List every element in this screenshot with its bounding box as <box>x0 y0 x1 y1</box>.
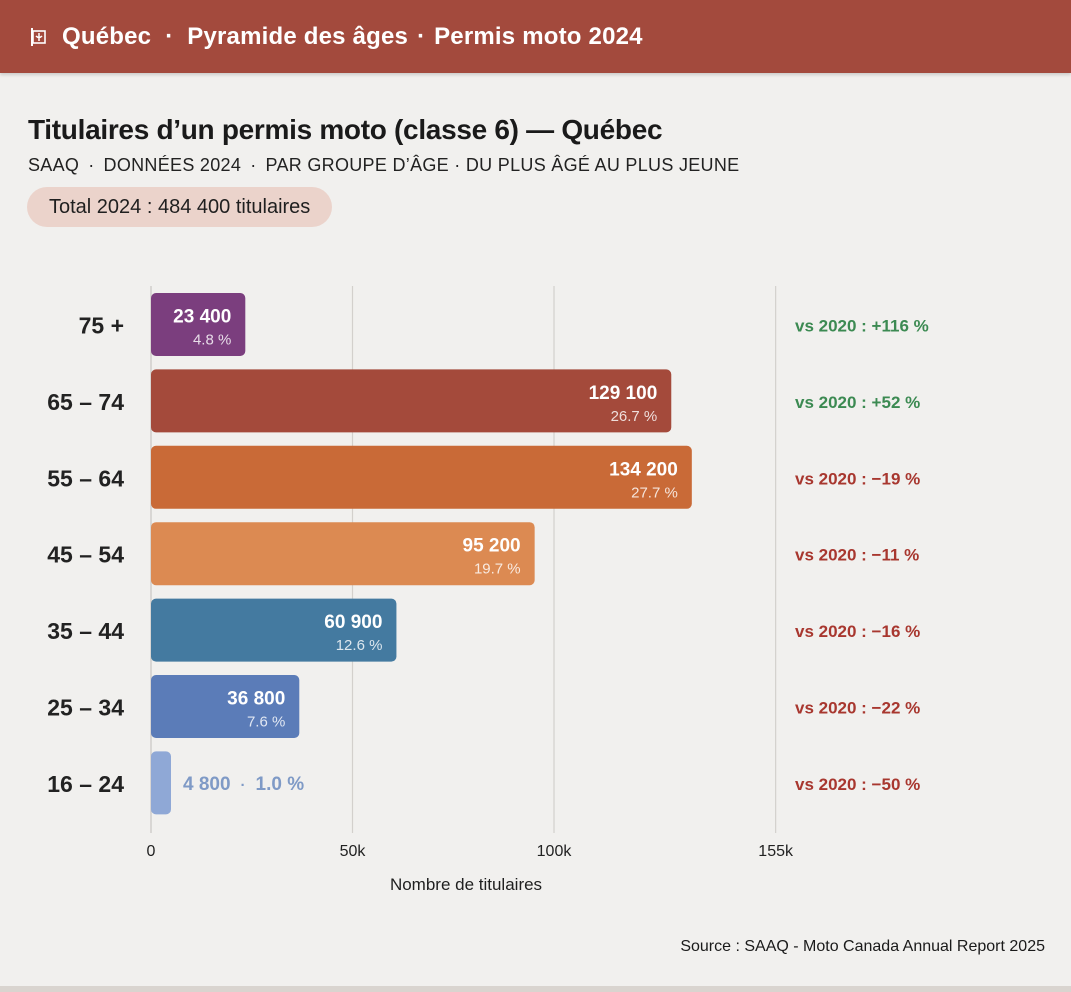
bar-value-label: 4 800 <box>183 774 231 795</box>
subtitle-source: SAAQ <box>28 155 80 175</box>
bar <box>151 369 672 433</box>
bar <box>151 445 692 509</box>
header-region: Québec <box>62 22 152 50</box>
bar-percent-label: 26.7 % <box>611 408 658 425</box>
bar-value-label: 95 200 <box>463 536 521 557</box>
change-vs-2020-label: vs 2020 : +52 % <box>795 393 920 412</box>
header-bar: Québec · Pyramide des âges · Permis moto… <box>0 0 1071 73</box>
bar-percent-label: 1.0 % <box>256 774 305 795</box>
fleur-de-lis-flag-icon <box>31 27 46 46</box>
header-separator: · <box>165 22 174 50</box>
bar <box>151 522 535 586</box>
source-note: Source : SAAQ - Moto Canada Annual Repor… <box>680 938 1045 955</box>
subtitle-year: DONNÉES 2024 <box>103 155 242 175</box>
header-separator: · <box>417 22 426 50</box>
x-tick-label: 0 <box>147 843 156 860</box>
chart-title: Titulaires d’un permis moto (classe 6) —… <box>28 114 663 145</box>
bar <box>151 598 397 662</box>
bar <box>151 675 300 738</box>
y-category-label: 25 – 34 <box>47 695 124 721</box>
bar-value-label: 36 800 <box>227 689 285 710</box>
bar-value-label: 129 100 <box>589 383 658 404</box>
inline-separator: · <box>241 777 246 794</box>
bar-percent-label: 27.7 % <box>631 484 678 501</box>
bar-value-label: 134 200 <box>609 459 678 480</box>
bar <box>151 751 171 815</box>
y-category-label: 75 + <box>79 313 124 339</box>
y-category-label: 45 – 54 <box>47 542 124 568</box>
bar-percent-label: 19.7 % <box>474 561 521 578</box>
bar-outside-label: 4 800 · 1.0 % <box>183 774 304 795</box>
bar <box>151 293 246 356</box>
y-category-label: 16 – 24 <box>47 771 124 797</box>
subtitle-detail: PAR GROUPE D’ÂGE · DU PLUS ÂGÉ AU PLUS J… <box>265 155 740 175</box>
change-vs-2020-label: vs 2020 : −22 % <box>795 699 920 718</box>
y-category-label: 35 – 44 <box>47 618 124 644</box>
change-vs-2020-label: vs 2020 : −50 % <box>795 775 920 794</box>
x-tick-label: 100k <box>537 843 573 860</box>
change-vs-2020-label: vs 2020 : +116 % <box>795 317 929 336</box>
change-vs-2020-label: vs 2020 : −19 % <box>795 469 920 488</box>
bar-percent-label: 12.6 % <box>336 637 383 654</box>
bar-value-label: 60 900 <box>324 612 382 633</box>
subtitle-separator: · <box>88 155 95 175</box>
bar-value-label: 23 400 <box>173 307 231 328</box>
subtitle-separator: · <box>250 155 257 175</box>
y-category-label: 55 – 64 <box>47 465 124 491</box>
x-tick-label: 50k <box>340 843 367 860</box>
change-vs-2020-label: vs 2020 : −11 % <box>795 546 919 565</box>
total-badge: Total 2024 : 484 400 titulaires <box>27 187 333 227</box>
header-crumb-permis: Permis moto 2024 <box>434 22 643 50</box>
y-category-label: 65 – 74 <box>47 389 124 415</box>
change-vs-2020-label: vs 2020 : −16 % <box>795 622 920 641</box>
bar-percent-label: 7.6 % <box>247 714 285 731</box>
header-crumb-pyramid: Pyramide des âges <box>187 22 409 50</box>
x-tick-label: 155k <box>758 843 794 860</box>
x-axis-label: Nombre de titulaires <box>390 875 542 894</box>
chart-subtitle: SAAQ · DONNÉES 2024 · PAR GROUPE D’ÂGE · DU … <box>28 155 739 176</box>
bar-percent-label: 4.8 % <box>193 332 231 349</box>
